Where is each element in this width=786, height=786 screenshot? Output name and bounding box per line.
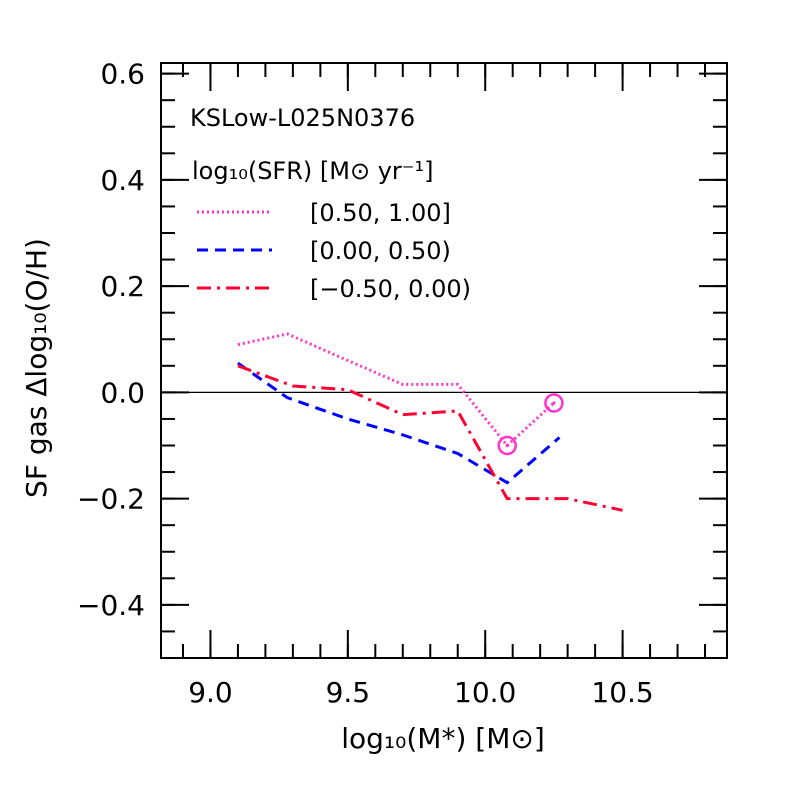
x-tick-label: 10.5	[591, 676, 653, 709]
series-line-1	[237, 332, 555, 448]
major-ticks	[161, 63, 727, 658]
marked-point-center	[505, 443, 509, 448]
minor-ticks	[161, 63, 727, 659]
y-tick-label: −0.2	[77, 483, 145, 516]
series-line-2	[237, 361, 561, 485]
series-layer	[237, 332, 623, 512]
series-line-3	[237, 364, 623, 512]
legend-entry-label: [−0.50, 0.00)	[310, 275, 471, 303]
marked-point	[544, 393, 564, 413]
plot-frame	[160, 62, 728, 659]
y-tick-label: 0.4	[100, 164, 145, 197]
x-axis-label: log₁₀(M*) [M⊙]	[341, 722, 545, 755]
marked-point-center	[552, 401, 556, 405]
y-tick-label: −0.4	[77, 589, 145, 622]
y-tick-label: 0.0	[100, 376, 145, 409]
legend-title: log₁₀(SFR) [M⊙ yr⁻¹]	[192, 157, 433, 185]
y-tick-label: 0.2	[100, 270, 145, 303]
x-tick-label: 9.0	[188, 676, 233, 709]
tick-labels: 9.0 9.5 10.0 10.5 −0.4 −0.2 0.0 0.2 0.4 0.6	[77, 58, 654, 709]
y-tick-label: 0.6	[100, 58, 145, 91]
model-label: KSLow-L025N0376	[190, 104, 415, 132]
x-tick-label: 10.0	[454, 676, 516, 709]
marked-point	[497, 435, 517, 456]
legend-entry-label: [0.00, 0.50)	[310, 237, 451, 265]
legend-entry-label: [0.50, 1.00]	[310, 199, 451, 227]
y-axis-label: SF gas Δlog₁₀(O/H)	[20, 238, 53, 498]
x-tick-label: 9.5	[326, 676, 371, 709]
legend: [0.50, 1.00] [0.00, 0.50) [−0.50, 0.00)	[197, 199, 471, 303]
